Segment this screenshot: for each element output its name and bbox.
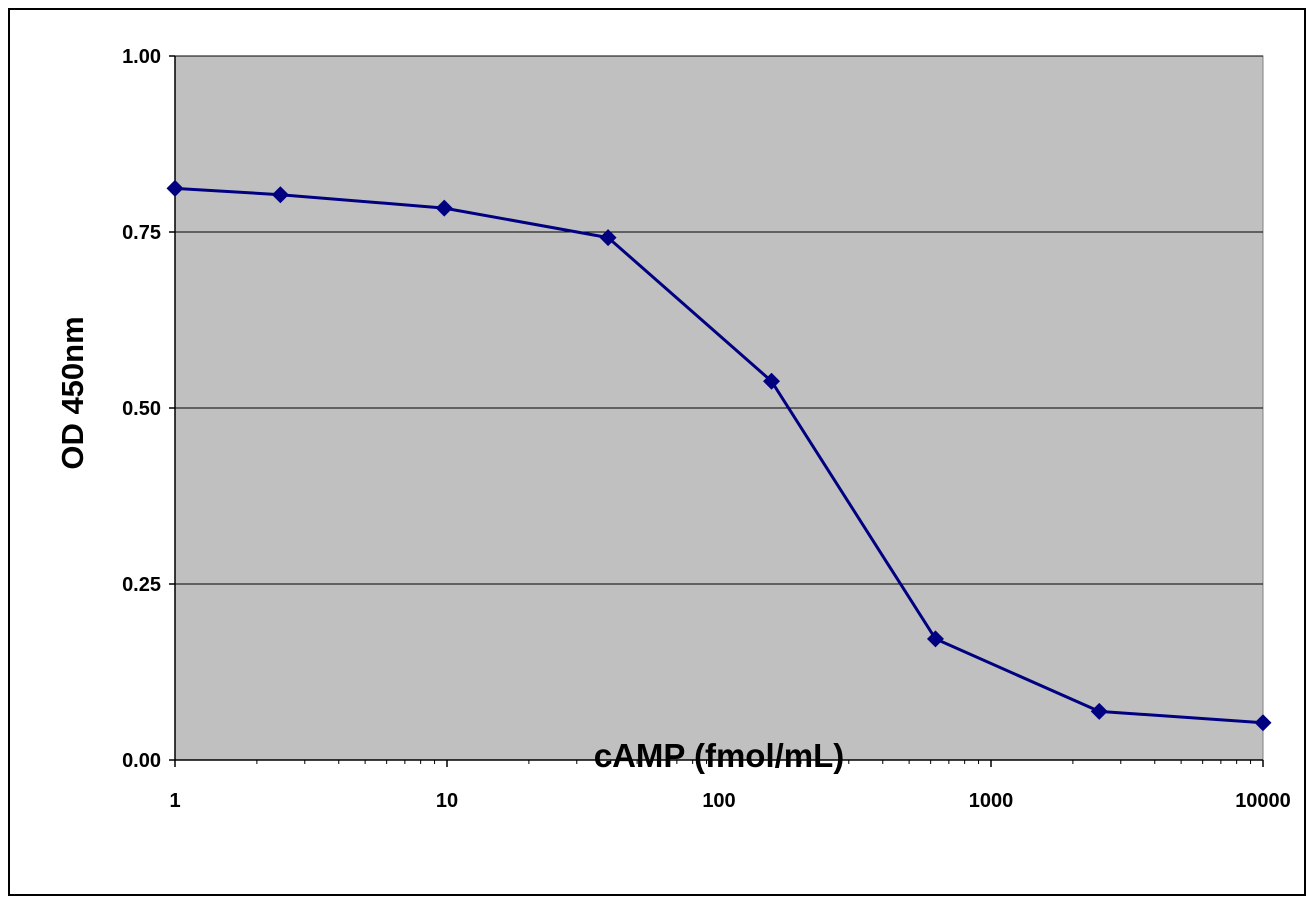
y-axis-title: OD 450nm xyxy=(55,316,90,469)
diamond-marker xyxy=(926,630,944,648)
y-tick-label: 0.25 xyxy=(122,574,161,596)
x-tick-label: 100 xyxy=(702,790,735,812)
chart-svg: 0.00 0.25 0.50 0.75 1.00 1 10 100 1000 10000 cAMP… xyxy=(55,46,1291,812)
diamond-marker xyxy=(1254,714,1272,732)
gridlines xyxy=(175,55,1263,585)
diamond-marker xyxy=(271,186,289,204)
diamond-marker xyxy=(166,179,184,197)
diamond-marker xyxy=(763,372,781,390)
axes xyxy=(169,55,1264,767)
x-axis-title: cAMP (fmol/mL) xyxy=(594,737,845,774)
diamond-marker xyxy=(599,229,617,247)
diamond-marker xyxy=(435,199,453,217)
x-tick-label: 10000 xyxy=(1235,790,1291,812)
diamond-marker xyxy=(1090,702,1108,720)
y-tick-label: 1.00 xyxy=(122,46,161,68)
x-tick-label: 1000 xyxy=(969,790,1014,812)
y-tick-label: 0.50 xyxy=(122,398,161,420)
x-tick-label: 10 xyxy=(436,790,458,812)
y-tick-label: 0.00 xyxy=(122,750,161,772)
series-line xyxy=(174,186,1264,725)
y-tick-label: 0.75 xyxy=(122,222,161,244)
series-layer xyxy=(166,179,1272,732)
tick-labels: 0.00 0.25 0.50 0.75 1.00 1 10 100 1000 10000 xyxy=(122,46,1291,812)
chart-frame: 0.00 0.25 0.50 0.75 1.00 1 10 100 1000 10000 cAMP… xyxy=(8,8,1306,896)
x-tick-label: 1 xyxy=(169,790,180,812)
